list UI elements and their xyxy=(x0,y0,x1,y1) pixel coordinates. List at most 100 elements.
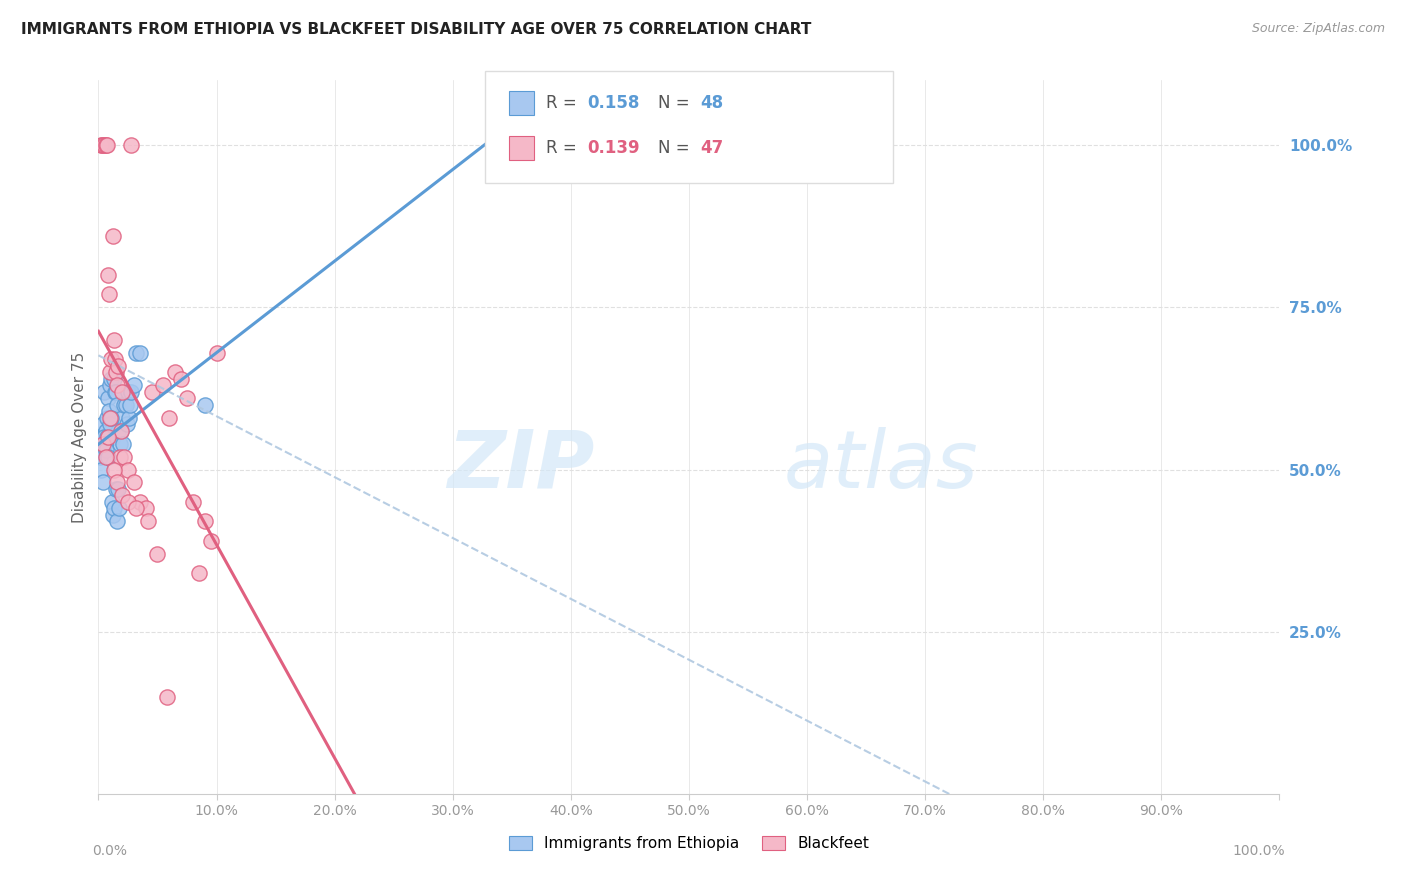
Point xyxy=(112,436,135,450)
Point xyxy=(157,410,180,425)
Point xyxy=(103,508,125,522)
Point xyxy=(107,482,129,496)
Point xyxy=(111,488,134,502)
Point xyxy=(135,501,157,516)
Text: 0.0%: 0.0% xyxy=(93,844,128,858)
Point xyxy=(90,443,112,458)
Point xyxy=(97,430,120,444)
Point xyxy=(105,398,128,412)
Point xyxy=(96,410,118,425)
Point xyxy=(103,333,125,347)
Point xyxy=(103,372,125,386)
Point xyxy=(101,495,124,509)
Text: 100.0%: 100.0% xyxy=(1233,844,1285,858)
Text: R =: R = xyxy=(546,94,582,112)
Point xyxy=(96,430,118,444)
Point xyxy=(103,501,125,516)
Point xyxy=(111,384,134,399)
Point xyxy=(122,475,145,490)
Text: 48: 48 xyxy=(700,94,723,112)
Point xyxy=(112,398,135,412)
Point xyxy=(91,430,114,444)
Point xyxy=(121,384,143,399)
Point xyxy=(91,138,114,153)
Point xyxy=(90,462,112,476)
Point xyxy=(105,365,128,379)
Point xyxy=(108,450,131,464)
Point xyxy=(156,690,179,704)
Point xyxy=(89,450,111,464)
Point xyxy=(91,417,114,431)
Point xyxy=(152,378,174,392)
Point xyxy=(187,566,209,581)
Point xyxy=(128,495,150,509)
Point xyxy=(98,365,121,379)
Point xyxy=(128,345,150,359)
Text: IMMIGRANTS FROM ETHIOPIA VS BLACKFEET DISABILITY AGE OVER 75 CORRELATION CHART: IMMIGRANTS FROM ETHIOPIA VS BLACKFEET DI… xyxy=(21,22,811,37)
Point xyxy=(108,501,131,516)
Text: N =: N = xyxy=(658,139,695,157)
Point xyxy=(93,138,115,153)
Point xyxy=(200,533,222,548)
Point xyxy=(90,138,112,153)
Point xyxy=(100,352,122,367)
Point xyxy=(93,430,115,444)
Point xyxy=(146,547,169,561)
Text: ZIP: ZIP xyxy=(447,426,595,505)
Point xyxy=(103,462,125,476)
Point xyxy=(105,384,128,399)
Point xyxy=(194,515,217,529)
Text: 47: 47 xyxy=(700,139,724,157)
Point xyxy=(194,398,217,412)
Point xyxy=(101,430,124,444)
Text: 0.158: 0.158 xyxy=(588,94,640,112)
Point xyxy=(101,229,124,244)
Point xyxy=(94,443,117,458)
Point xyxy=(136,515,159,529)
Point xyxy=(104,384,127,399)
Point xyxy=(120,398,142,412)
Point xyxy=(117,495,139,509)
Text: 0.139: 0.139 xyxy=(588,139,640,157)
Point xyxy=(98,378,121,392)
Point xyxy=(112,450,135,464)
Point xyxy=(105,475,128,490)
Point xyxy=(98,287,121,301)
Point xyxy=(105,515,128,529)
Point xyxy=(111,410,134,425)
Point xyxy=(91,436,114,450)
Point xyxy=(98,404,121,418)
Y-axis label: Disability Age Over 75: Disability Age Over 75 xyxy=(72,351,87,523)
Point xyxy=(141,384,163,399)
Point xyxy=(118,410,141,425)
Point xyxy=(117,462,139,476)
Point xyxy=(107,424,129,438)
Point xyxy=(108,436,131,450)
Point xyxy=(93,384,115,399)
Point xyxy=(91,475,114,490)
Point xyxy=(97,450,120,464)
Point xyxy=(205,345,228,359)
Point xyxy=(107,359,129,373)
Point xyxy=(104,352,127,367)
Point xyxy=(94,450,117,464)
Point xyxy=(105,378,128,392)
Point xyxy=(125,501,148,516)
Point xyxy=(94,138,117,153)
Point xyxy=(110,424,132,438)
Point xyxy=(122,378,145,392)
Point xyxy=(115,417,138,431)
Point xyxy=(114,398,136,412)
Point xyxy=(176,391,198,405)
Point xyxy=(165,365,187,379)
Point xyxy=(98,410,121,425)
Point xyxy=(125,345,148,359)
Point xyxy=(181,495,204,509)
Point xyxy=(94,424,117,438)
Legend: Immigrants from Ethiopia, Blackfeet: Immigrants from Ethiopia, Blackfeet xyxy=(503,830,875,857)
Text: Source: ZipAtlas.com: Source: ZipAtlas.com xyxy=(1251,22,1385,36)
Text: R =: R = xyxy=(546,139,582,157)
Point xyxy=(104,482,127,496)
Point xyxy=(170,372,193,386)
Point xyxy=(94,436,117,450)
